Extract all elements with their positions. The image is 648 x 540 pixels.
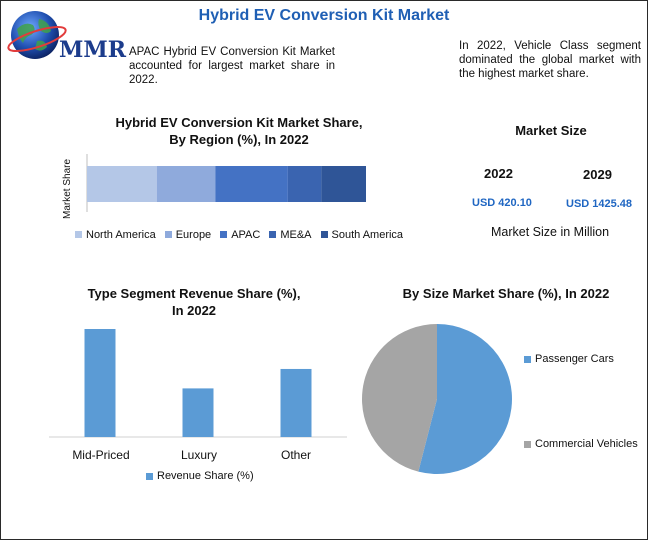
region-legend: North America Europe APAC ME&A South America	[75, 225, 455, 243]
page-title: Hybrid EV Conversion Kit Market	[198, 7, 450, 24]
region-chart-title: Hybrid EV Conversion Kit Market Share, B…	[115, 115, 363, 147]
pie-legend-swatch-commercial	[524, 440, 531, 448]
region-chart: Market Share	[62, 154, 366, 219]
region-ylabel: Market Share	[62, 159, 73, 219]
type-bar-luxury	[182, 388, 214, 437]
region-legend-north-america: North America	[75, 229, 156, 241]
region-legend-swatch	[269, 231, 277, 238]
region-bar-apac	[215, 166, 288, 202]
region-legend-south-america: South America	[320, 228, 404, 241]
pie-legend-swatch-passenger	[524, 355, 531, 363]
type-chart-title: Type Segment Revenue Share (%), In 2022	[87, 286, 301, 318]
region-legend-label: APAC	[231, 228, 261, 241]
year-2022: 2022	[484, 166, 513, 181]
type-bar-mid-priced	[84, 329, 116, 437]
region-legend-label: Europe	[175, 228, 212, 241]
region-legend-apac: APAC	[220, 229, 260, 241]
year-2029: 2029	[583, 167, 612, 182]
logo-text: MMR	[59, 37, 126, 63]
type-legend-label: Revenue Share (%)	[157, 470, 254, 482]
region-bar-north-america	[87, 166, 157, 202]
market-size-footer: Market Size in Million	[491, 225, 610, 239]
pie-legend-label-commercial: Commercial Vehicles	[535, 438, 638, 450]
region-legend-swatch	[164, 231, 172, 238]
type-bar-other	[280, 368, 312, 437]
type-legend-swatch	[146, 472, 153, 480]
type-legend-item: Revenue Share (%)	[146, 470, 254, 482]
pie-legend-commercial-vehicles: Commercial Vehicles	[524, 438, 638, 450]
pie-legend-passenger-cars: Passenger Cars	[524, 353, 614, 365]
region-bar-south-america	[321, 166, 366, 202]
value-2022: USD 420.10	[472, 197, 532, 209]
region-legend-europe: Europe	[164, 228, 212, 241]
region-bar-me-and-a	[287, 166, 322, 202]
region-legend-label: North America	[86, 228, 156, 241]
region-bar-europe	[156, 166, 216, 202]
value-2029: USD 1425.48	[566, 198, 633, 210]
x-tick-mid-priced: Mid-Priced	[72, 448, 130, 462]
type-chart	[49, 329, 347, 438]
region-legend-swatch	[320, 231, 328, 238]
region-legend-label: ME&A	[280, 228, 312, 241]
globe-icon	[7, 11, 67, 59]
x-tick-other: Other	[280, 448, 311, 462]
mmr-logo: MMR	[7, 9, 129, 65]
left-note: APAC Hybrid EV Conversion Kit Market acc…	[129, 46, 335, 86]
pie-chart-title: By Size Market Share (%), In 2022	[402, 286, 610, 301]
pie-slice-commercial-vehicles	[361, 324, 437, 472]
region-legend-swatch	[220, 231, 228, 238]
right-note: In 2022, Vehicle Class segment dominated…	[459, 40, 641, 80]
pie-legend-label-passenger: Passenger Cars	[535, 353, 614, 365]
region-legend-me-and-a: ME&A	[269, 228, 312, 241]
region-legend-swatch	[75, 231, 82, 238]
pie-chart	[361, 324, 512, 474]
pie-slice-passenger-cars	[418, 324, 512, 474]
x-tick-luxury: Luxury	[180, 448, 218, 462]
region-legend-label: South America	[331, 228, 404, 241]
market-size-title: Market Size	[515, 123, 587, 138]
